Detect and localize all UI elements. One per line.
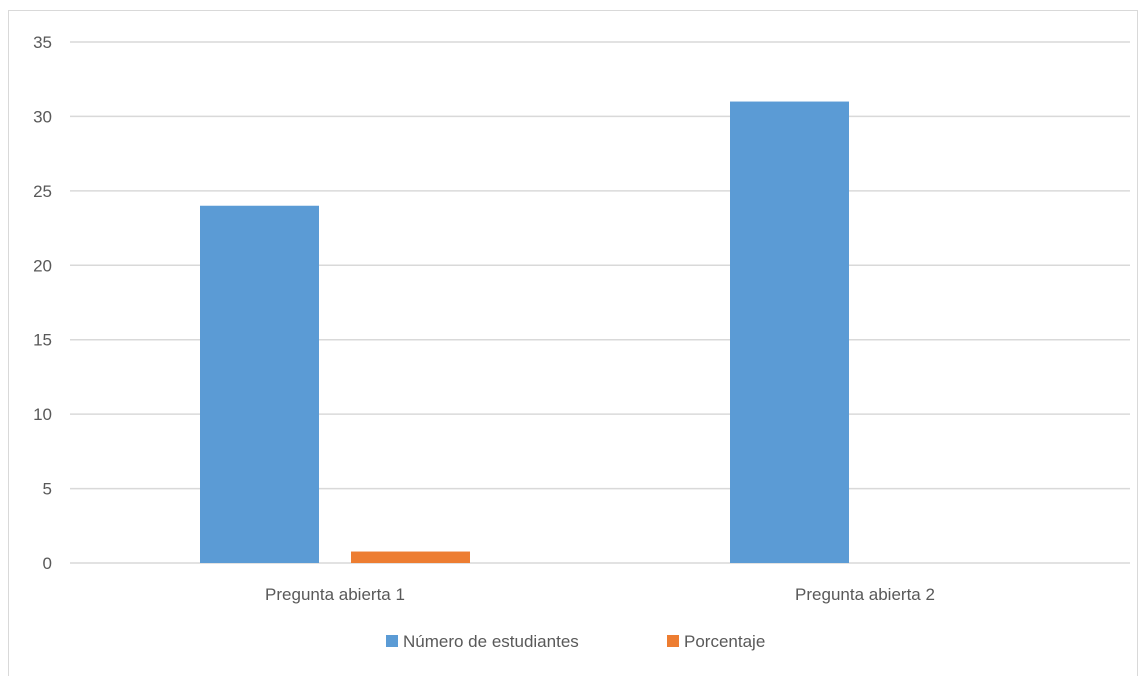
y-tick-label: 30 [33, 107, 52, 126]
bar-porcentaje-1 [351, 551, 470, 563]
y-tick-label: 10 [33, 405, 52, 424]
x-axis-labels: Pregunta abierta 1 Pregunta abierta 2 [265, 585, 935, 604]
legend-swatch-numero-estudiantes [386, 635, 398, 647]
bars [200, 101, 849, 564]
y-tick-label: 25 [33, 182, 52, 201]
y-tick-label: 35 [33, 33, 52, 52]
y-tick-label: 20 [33, 256, 52, 275]
y-tick-label: 0 [43, 554, 52, 573]
chart-frame [8, 10, 1138, 676]
legend-swatch-porcentaje [667, 635, 679, 647]
y-axis-ticks: 0 5 10 15 20 25 30 35 [33, 33, 52, 573]
bar-numero-estudiantes-1 [200, 205, 319, 563]
y-tick-label: 15 [33, 331, 52, 350]
x-category-label: Pregunta abierta 1 [265, 585, 405, 604]
legend: Número de estudiantes Porcentaje [386, 632, 765, 651]
x-category-label: Pregunta abierta 2 [795, 585, 935, 604]
y-tick-label: 5 [43, 480, 52, 499]
bar-numero-estudiantes-2 [730, 101, 849, 564]
legend-label-numero-estudiantes: Número de estudiantes [403, 632, 579, 651]
legend-label-porcentaje: Porcentaje [684, 632, 765, 651]
